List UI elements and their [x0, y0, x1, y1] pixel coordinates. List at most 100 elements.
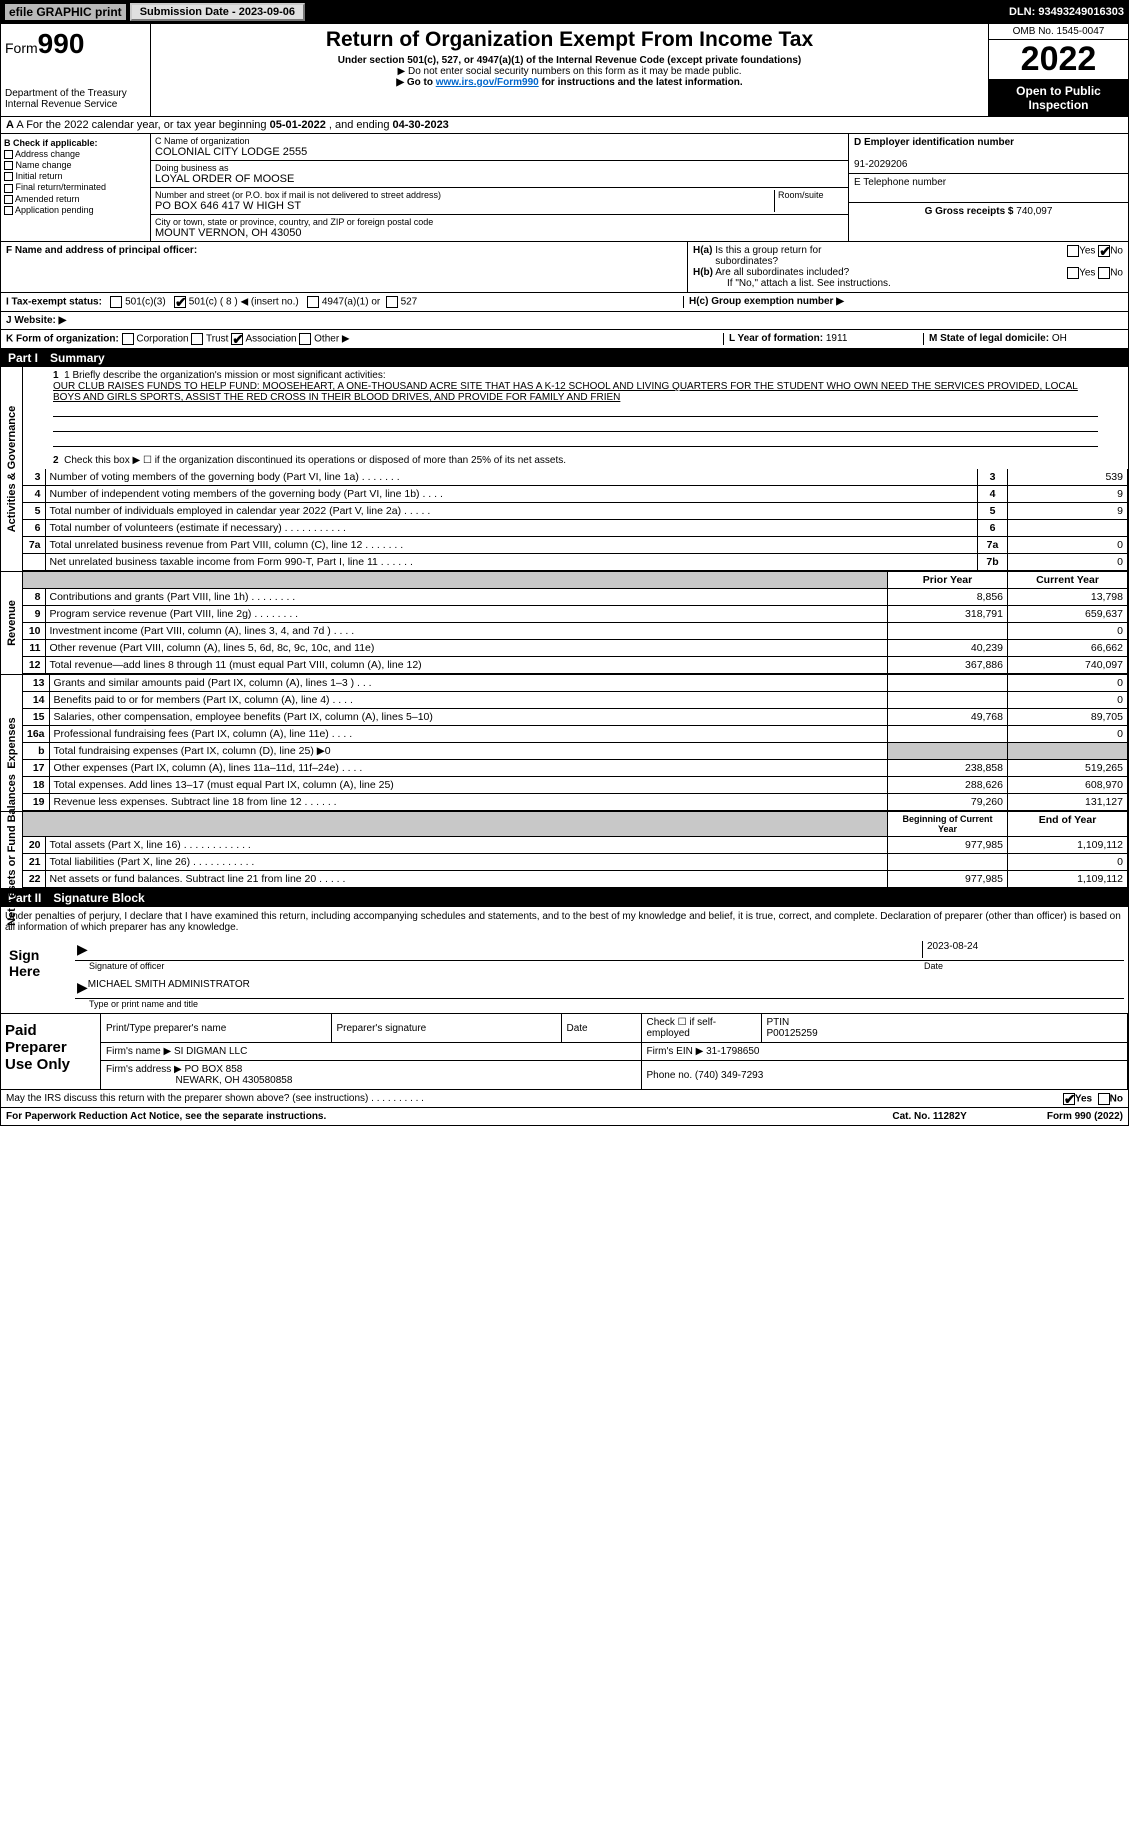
signature-block: Under penalties of perjury, I declare th…	[0, 907, 1129, 1014]
checkbox-may-yes[interactable]	[1063, 1093, 1075, 1105]
box-b-header: B Check if applicable:	[4, 138, 98, 148]
checkbox-name-change[interactable]	[4, 161, 13, 170]
checkbox-assoc[interactable]	[231, 333, 243, 345]
dept-treasury: Department of the Treasury	[5, 88, 146, 99]
lbl-name-change: Name change	[16, 160, 72, 170]
lbl-final-return: Final return/terminated	[16, 182, 107, 192]
side-net: Net Assets or Fund Balances	[6, 774, 18, 926]
dln: DLN: 93493249016303	[1009, 6, 1124, 18]
lbl-preparer-sig: Preparer's signature	[331, 1014, 561, 1043]
year-formation: 1911	[826, 333, 848, 344]
sign-here-label: Sign Here	[5, 939, 75, 1009]
lbl-ptin: PTIN	[767, 1017, 790, 1028]
address: PO BOX 646 417 W HIGH ST	[155, 200, 301, 212]
lbl-officer: F Name and address of principal officer:	[6, 245, 197, 256]
side-activities: Activities & Governance	[6, 406, 18, 533]
entity-block: B Check if applicable: Address change Na…	[0, 134, 1129, 242]
lbl-amended: Amended return	[15, 194, 80, 204]
row-a-label: A For the 2022 calendar year, or tax yea…	[16, 119, 269, 131]
box-h: H(a) Is this a group return forYes No su…	[688, 242, 1128, 292]
checkbox-final-return[interactable]	[4, 184, 13, 193]
part-2-title: Signature Block	[53, 891, 144, 905]
form-title: Return of Organization Exempt From Incom…	[155, 28, 984, 52]
paperwork-notice: For Paperwork Reduction Act Notice, see …	[6, 1111, 326, 1122]
checkbox-app-pending[interactable]	[4, 206, 13, 215]
lbl-no2: No	[1110, 268, 1123, 279]
checkbox-ha-yes[interactable]	[1067, 245, 1079, 257]
lbl-trust: Trust	[206, 334, 228, 345]
gross-receipts: 740,097	[1016, 206, 1052, 217]
hb-note: If "No," attach a list. See instructions…	[693, 278, 1123, 289]
officer-name: MICHAEL SMITH ADMINISTRATOR	[88, 979, 250, 996]
subtitle-2: ▶ Do not enter social security numbers o…	[155, 66, 984, 77]
lbl-other: Other ▶	[314, 334, 349, 345]
lbl-ein: D Employer identification number	[854, 137, 1014, 148]
lbl-may-yes: Yes	[1075, 1094, 1092, 1105]
lbl-gross: G Gross receipts $	[925, 206, 1017, 217]
submission-date-button[interactable]: Submission Date - 2023-09-06	[130, 3, 305, 21]
form-number: 990	[38, 28, 85, 59]
cat-no: Cat. No. 11282Y	[892, 1111, 966, 1122]
q1-label: 1 Briefly describe the organization's mi…	[64, 370, 386, 381]
box-b: B Check if applicable: Address change Na…	[1, 134, 151, 241]
checkbox-address-change[interactable]	[4, 150, 13, 159]
row-i: I Tax-exempt status: 501(c)(3) 501(c) ( …	[0, 293, 1129, 312]
lbl-city: City or town, state or province, country…	[155, 217, 433, 227]
checkbox-hb-no[interactable]	[1098, 267, 1110, 279]
lbl-app-pending: Application pending	[15, 205, 94, 215]
lbl-preparer-name: Print/Type preparer's name	[101, 1014, 331, 1043]
lbl-4947: 4947(a)(1) or	[322, 297, 380, 308]
checkbox-527[interactable]	[386, 296, 398, 308]
box-c: C Name of organizationCOLONIAL CITY LODG…	[151, 134, 848, 241]
lbl-website: J Website: ▶	[6, 315, 66, 326]
paid-preparer-label: Paid Preparer Use Only	[1, 1014, 101, 1089]
topbar: efile GRAPHIC print Submission Date - 20…	[0, 0, 1129, 24]
paid-preparer: Paid Preparer Use Only Print/Type prepar…	[0, 1014, 1129, 1090]
form-footer: Form 990 (2022)	[1047, 1111, 1123, 1122]
tax-year: 2022	[989, 40, 1128, 80]
side-revenue: Revenue	[6, 600, 18, 646]
lbl-sig-officer: Signature of officer	[75, 961, 924, 971]
row-f-h: F Name and address of principal officer:…	[0, 242, 1129, 293]
lbl-self-emp: Check ☐ if self-employed	[641, 1014, 761, 1043]
lbl-phone2: Phone no.	[647, 1070, 695, 1081]
checkbox-4947[interactable]	[307, 296, 319, 308]
ein: 91-2029206	[854, 159, 907, 170]
lbl-phone: E Telephone number	[854, 177, 946, 188]
open-inspection: Open to Public Inspection	[989, 80, 1128, 116]
lbl-org-name: C Name of organization	[155, 136, 250, 146]
lbl-corp: Corporation	[136, 334, 188, 345]
header-right: OMB No. 1545-0047 2022 Open to Public In…	[988, 24, 1128, 116]
checkbox-trust[interactable]	[191, 333, 203, 345]
irs-link[interactable]: www.irs.gov/Form990	[436, 77, 539, 88]
firm-name: SI DIGMAN LLC	[174, 1046, 247, 1057]
lbl-501c: 501(c) ( 8 ) ◀ (insert no.)	[189, 297, 299, 308]
checkbox-hb-yes[interactable]	[1067, 267, 1079, 279]
firm-ein: 31-1798650	[706, 1046, 759, 1057]
lbl-yes: Yes	[1079, 246, 1095, 257]
checkbox-501c3[interactable]	[110, 296, 122, 308]
ptin: P00125259	[767, 1028, 818, 1039]
lbl-527: 527	[401, 297, 418, 308]
checkbox-initial-return[interactable]	[4, 172, 13, 181]
arrow-icon: ▶	[77, 941, 88, 958]
efile-label: efile GRAPHIC print	[5, 4, 126, 20]
box-d-e-g: D Employer identification number 91-20292…	[848, 134, 1128, 241]
omb-number: OMB No. 1545-0047	[989, 24, 1128, 40]
lbl-initial-return: Initial return	[16, 171, 63, 181]
may-question: May the IRS discuss this return with the…	[6, 1093, 424, 1104]
lbl-room: Room/suite	[774, 190, 844, 212]
lbl-dba: Doing business as	[155, 163, 229, 173]
lbl-date: Date	[924, 961, 1124, 971]
part-1-num: Part I	[8, 351, 38, 365]
lbl-year-form: L Year of formation:	[729, 333, 826, 344]
checkbox-corp[interactable]	[122, 333, 134, 345]
checkbox-ha-no[interactable]	[1098, 245, 1110, 257]
checkbox-501c[interactable]	[174, 296, 186, 308]
checkbox-may-no[interactable]	[1098, 1093, 1110, 1105]
part-2-header: Part II Signature Block	[0, 889, 1129, 907]
checkbox-amended[interactable]	[4, 195, 13, 204]
arrow-icon-2: ▶	[77, 979, 88, 996]
checkbox-other[interactable]	[299, 333, 311, 345]
box-f: F Name and address of principal officer:	[1, 242, 688, 292]
